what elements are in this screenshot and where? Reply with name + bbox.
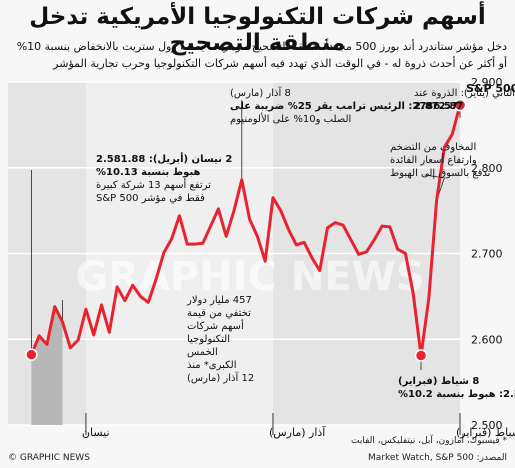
annotations: 26 كانون الثاني (يناير): الذروة عند 2.872… — [96, 86, 515, 400]
annotation-tariff-line: الصلب و10% على الألومنيوم — [230, 112, 351, 125]
annotation-apr-low-line: فقط في مؤشر S&P 500 — [96, 193, 205, 204]
annotation-tariff-line: 8 آذار (مارس) — [230, 86, 291, 99]
y-axis-label: S&P 500 — [466, 82, 515, 95]
chart-subtitle: دخل مؤشر ستاندرد أند بورز 500 مجدداً منط… — [16, 40, 507, 70]
annotation-inflation-line: وارتفاع أسعار الفائدة — [390, 153, 477, 166]
source: المصدر: Market Watch, S&P 500 — [368, 453, 507, 463]
y-tick-label: 2.700 — [471, 248, 503, 261]
y-tick-label: 2.900 — [471, 76, 503, 89]
annotation-apr-low-line: 2 نيسان (أبريل): 2.581.88 — [96, 152, 232, 165]
annotation-apr-low-line: ترتفع أسهم 13 شركة كبيرة — [96, 178, 211, 191]
annotation-apr-low-line: هبوط بنسبة 10.13% — [96, 167, 201, 178]
series-path — [29, 104, 462, 358]
annotation-tariff-line: 2786.57: الرئيس ترامب يقر 25% ضريبة على — [230, 101, 458, 112]
annotation-inflation-line: تدفع بالسوق إلى الهبوط — [390, 168, 491, 179]
annotation-tech-line: أسهم شركات — [187, 319, 244, 332]
annotation-peak-line: 2.872.87 — [414, 101, 463, 112]
annotation-tech-line: 12 آذار (مارس) — [187, 371, 254, 384]
annotation-feb-low-line: 8 شباط (فبراير) — [398, 376, 479, 387]
series-line — [29, 104, 462, 358]
gridlines — [8, 81, 460, 426]
annotation-tech-line: الكبرى* منذ — [187, 360, 237, 371]
annotation-feb-low-line: 2.581.00: هبوط بنسبة 10.2% — [398, 389, 515, 400]
y-tick-label: 2.500 — [471, 419, 503, 432]
annotation-tech-line: الخمس — [187, 347, 218, 358]
annotation-tech-line: تختفي من قيمة — [187, 308, 251, 319]
annotation-tech-line: التكنولوجيا — [187, 334, 230, 345]
x-axis: شباط (فبراير) آذار (مارس) نيسان — [82, 413, 515, 439]
point-marker — [414, 349, 428, 362]
annotation-tech-line: 457 مليار دولار — [186, 295, 252, 306]
point-marker — [25, 348, 38, 361]
x-tick-label: نيسان — [82, 426, 110, 439]
annotation-peak-line: 26 كانون الثاني (يناير): الذروة عند — [414, 88, 515, 99]
point-marker — [453, 98, 467, 112]
x-tick-label: شباط (فبراير) — [456, 426, 515, 439]
x-tick-label: آذار (مارس) — [269, 425, 326, 439]
y-tick-label: 2.800 — [471, 162, 503, 175]
annotation-inflation-line: المخاوف من التضخم — [390, 142, 476, 153]
chart-title: أسهم شركات التكنولوجيا الأمريكية تدخل من… — [29, 4, 486, 56]
highlight-points — [25, 98, 467, 362]
y-tick-label: 2.600 — [471, 333, 503, 346]
footnote: * فيسبوك، أمازون، آبل، نيتفليكس، الفابت — [351, 436, 507, 446]
watermark: GRAPHIC NEWS — [75, 254, 424, 300]
credit: © GRAPHIC NEWS — [8, 453, 90, 463]
